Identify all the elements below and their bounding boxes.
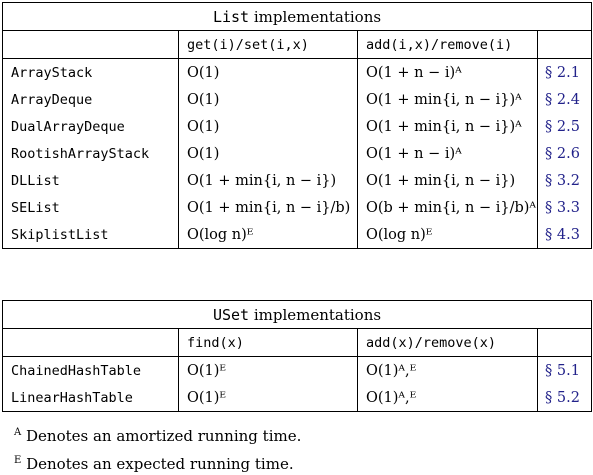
section-reference-link[interactable]: § 2.6 (536, 140, 593, 167)
uset-implementations-table: USet implementations find(x) add(x)/remo… (1, 300, 593, 412)
impl-name: SkiplistList (2, 221, 179, 249)
uset-table-title-prefix: USet (212, 305, 250, 324)
section-reference-link[interactable]: § 5.2 (536, 384, 593, 412)
footnote-expected: E Denotes an expected running time. (14, 455, 294, 473)
uset-header-ref (536, 328, 593, 357)
uset-header-find: find(x) (178, 328, 358, 357)
list-header-add-remove: add(i,x)/remove(i) (357, 30, 538, 59)
table-row: ArrayDeque O(1) O(1 + min{i, n − i})ᴬ § … (2, 86, 593, 113)
uset-table-title: USet implementations (1, 300, 593, 329)
add-remove-complexity: O(1)ᴬ,ᴱ (357, 356, 538, 384)
impl-name: RootishArrayStack (2, 140, 179, 167)
section-reference-link[interactable]: § 5.1 (536, 356, 593, 384)
list-header-get-set: get(i)/set(i,x) (178, 30, 358, 59)
get-set-complexity: O(1 + min{i, n − i}/b) (178, 194, 358, 221)
list-header-blank (2, 30, 179, 59)
footnote-text-a: Denotes an amortized running time. (26, 427, 302, 445)
get-set-complexity: O(1) (178, 140, 358, 167)
list-table-title-rest: implementations (249, 7, 382, 26)
impl-name: DLList (2, 167, 179, 194)
uset-header-blank (2, 328, 179, 357)
footnote-text-e: Denotes an expected running time. (26, 455, 294, 473)
section-reference-link[interactable]: § 2.4 (536, 86, 593, 113)
add-remove-complexity: O(1 + min{i, n − i})ᴬ (357, 113, 538, 140)
find-complexity: O(1)ᴱ (178, 384, 358, 412)
get-set-complexity: O(1) (178, 86, 358, 113)
impl-name: ArrayDeque (2, 86, 179, 113)
add-remove-complexity: O(1)ᴬ,ᴱ (357, 384, 538, 412)
list-implementations-table: List implementations get(i)/set(i,x) add… (1, 2, 593, 249)
impl-name: DualArrayDeque (2, 113, 179, 140)
list-header-ref (536, 30, 593, 59)
add-remove-complexity: O(b + min{i, n − i}/b)ᴬ (357, 194, 538, 221)
table-row: ArrayStack O(1) O(1 + n − i)ᴬ § 2.1 (2, 58, 593, 86)
uset-table-title-rest: implementations (249, 305, 382, 324)
get-set-complexity: O(1 + min{i, n − i}) (178, 167, 358, 194)
section-reference-link[interactable]: § 2.5 (536, 113, 593, 140)
table-row: ChainedHashTable O(1)ᴱ O(1)ᴬ,ᴱ § 5.1 (2, 356, 593, 384)
table-row: SkiplistList O(log n)ᴱ O(log n)ᴱ § 4.3 (2, 221, 593, 249)
add-remove-complexity: O(1 + n − i)ᴬ (357, 58, 538, 86)
impl-name: LinearHashTable (2, 384, 179, 412)
footnote-amortized: A Denotes an amortized running time. (14, 427, 301, 445)
impl-name: ArrayStack (2, 58, 179, 86)
uset-header-add-remove: add(x)/remove(x) (357, 328, 538, 357)
section-reference-link[interactable]: § 4.3 (536, 221, 593, 249)
add-remove-complexity: O(log n)ᴱ (357, 221, 538, 249)
impl-name: ChainedHashTable (2, 356, 179, 384)
get-set-complexity: O(log n)ᴱ (178, 221, 358, 249)
table-row: RootishArrayStack O(1) O(1 + n − i)ᴬ § 2… (2, 140, 593, 167)
get-set-complexity: O(1) (178, 113, 358, 140)
add-remove-complexity: O(1 + min{i, n − i}) (357, 167, 538, 194)
footnote-mark-e: E (14, 455, 22, 466)
find-complexity: O(1)ᴱ (178, 356, 358, 384)
add-remove-complexity: O(1 + n − i)ᴬ (357, 140, 538, 167)
table-row: SEList O(1 + min{i, n − i}/b) O(b + min{… (2, 194, 593, 221)
section-reference-link[interactable]: § 3.3 (536, 194, 593, 221)
section-reference-link[interactable]: § 2.1 (536, 58, 593, 86)
footnote-mark-a: A (14, 427, 22, 438)
list-table-title-prefix: List (212, 7, 250, 26)
table-row: LinearHashTable O(1)ᴱ O(1)ᴬ,ᴱ § 5.2 (2, 384, 593, 412)
add-remove-complexity: O(1 + min{i, n − i})ᴬ (357, 86, 538, 113)
table-row: DualArrayDeque O(1) O(1 + min{i, n − i})… (2, 113, 593, 140)
get-set-complexity: O(1) (178, 58, 358, 86)
table-row: DLList O(1 + min{i, n − i}) O(1 + min{i,… (2, 167, 593, 194)
impl-name: SEList (2, 194, 179, 221)
section-reference-link[interactable]: § 3.2 (536, 167, 593, 194)
list-table-title: List implementations (1, 2, 593, 31)
